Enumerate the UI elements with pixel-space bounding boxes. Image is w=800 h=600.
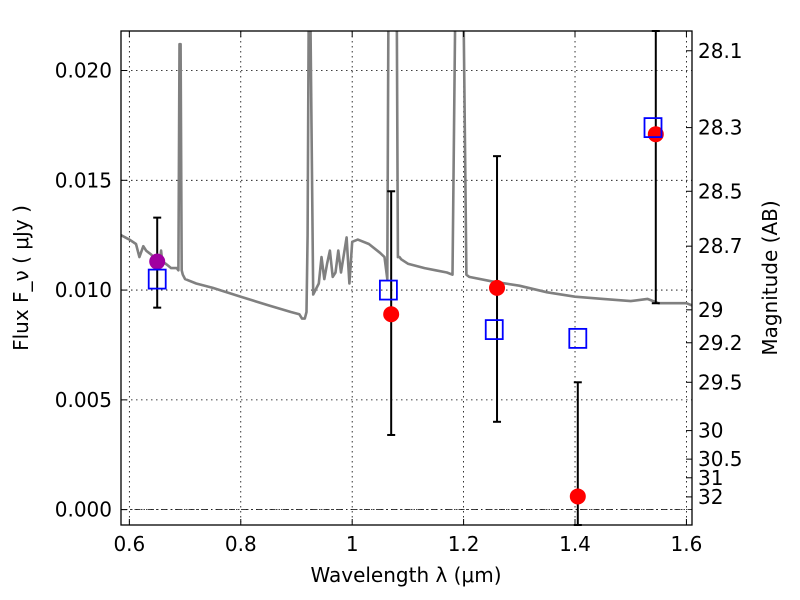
- model-sed-line: [121, 31, 692, 320]
- observed-point: [489, 279, 506, 296]
- x-tick-label: 1.4: [559, 532, 591, 556]
- model-photometry-square: [147, 268, 167, 290]
- y-axis-label: Flux F_ν ( μJy ): [9, 205, 33, 351]
- magnitude-tick-label: 29: [698, 298, 723, 322]
- x-axis-label: Wavelength λ (μm): [310, 563, 501, 587]
- model-photometry-square: [378, 279, 398, 301]
- magnitude-axis-label: Magnitude (AB): [758, 200, 782, 355]
- x-tick-label: 1: [346, 532, 359, 556]
- observed-point: [569, 488, 586, 505]
- x-tick-label: 1.6: [671, 532, 703, 556]
- magnitude-tick-label: 28.5: [698, 179, 743, 203]
- magnitude-tick-label: 29.2: [698, 331, 743, 355]
- y-axis-ticks: 0.000 0.005 0.010 0.015 0.020: [55, 59, 127, 522]
- model-photometry-layer: [147, 117, 663, 349]
- magnitude-tick-label: 28.7: [698, 234, 743, 258]
- y-tick-label: 0.010: [55, 278, 112, 302]
- observed-point: [383, 306, 400, 323]
- y-tick-label: 0.000: [55, 498, 112, 522]
- magnitude-tick-label: 28.1: [698, 39, 743, 63]
- plot-frame: [120, 30, 693, 526]
- magnitude-tick-label: 32: [698, 485, 723, 509]
- y-tick-label: 0.015: [55, 168, 112, 192]
- model-sed-layer: [121, 31, 692, 320]
- model-photometry-square: [484, 319, 504, 340]
- magnitude-tick-label: 30.5: [698, 447, 743, 471]
- x-tick-label: 0.6: [113, 532, 145, 556]
- y-tick-label: 0.005: [55, 388, 112, 412]
- x-tick-label: 0.8: [225, 532, 257, 556]
- magnitude-tick-label: 29.5: [698, 370, 743, 394]
- x-axis-ticks: 0.6 0.8 1 1.2 1.4 1.6: [113, 31, 702, 556]
- magnitude-tick-label: 28.3: [698, 116, 743, 140]
- x-tick-label: 1.2: [448, 532, 480, 556]
- model-photometry-square: [643, 117, 663, 139]
- magnitude-tick-label: 31: [698, 466, 723, 490]
- model-photometry-square: [568, 327, 588, 349]
- y-tick-label: 0.020: [55, 59, 112, 83]
- plot-background: [121, 31, 692, 525]
- magnitude-tick-label: 30: [698, 419, 723, 443]
- observed-point: [149, 253, 166, 270]
